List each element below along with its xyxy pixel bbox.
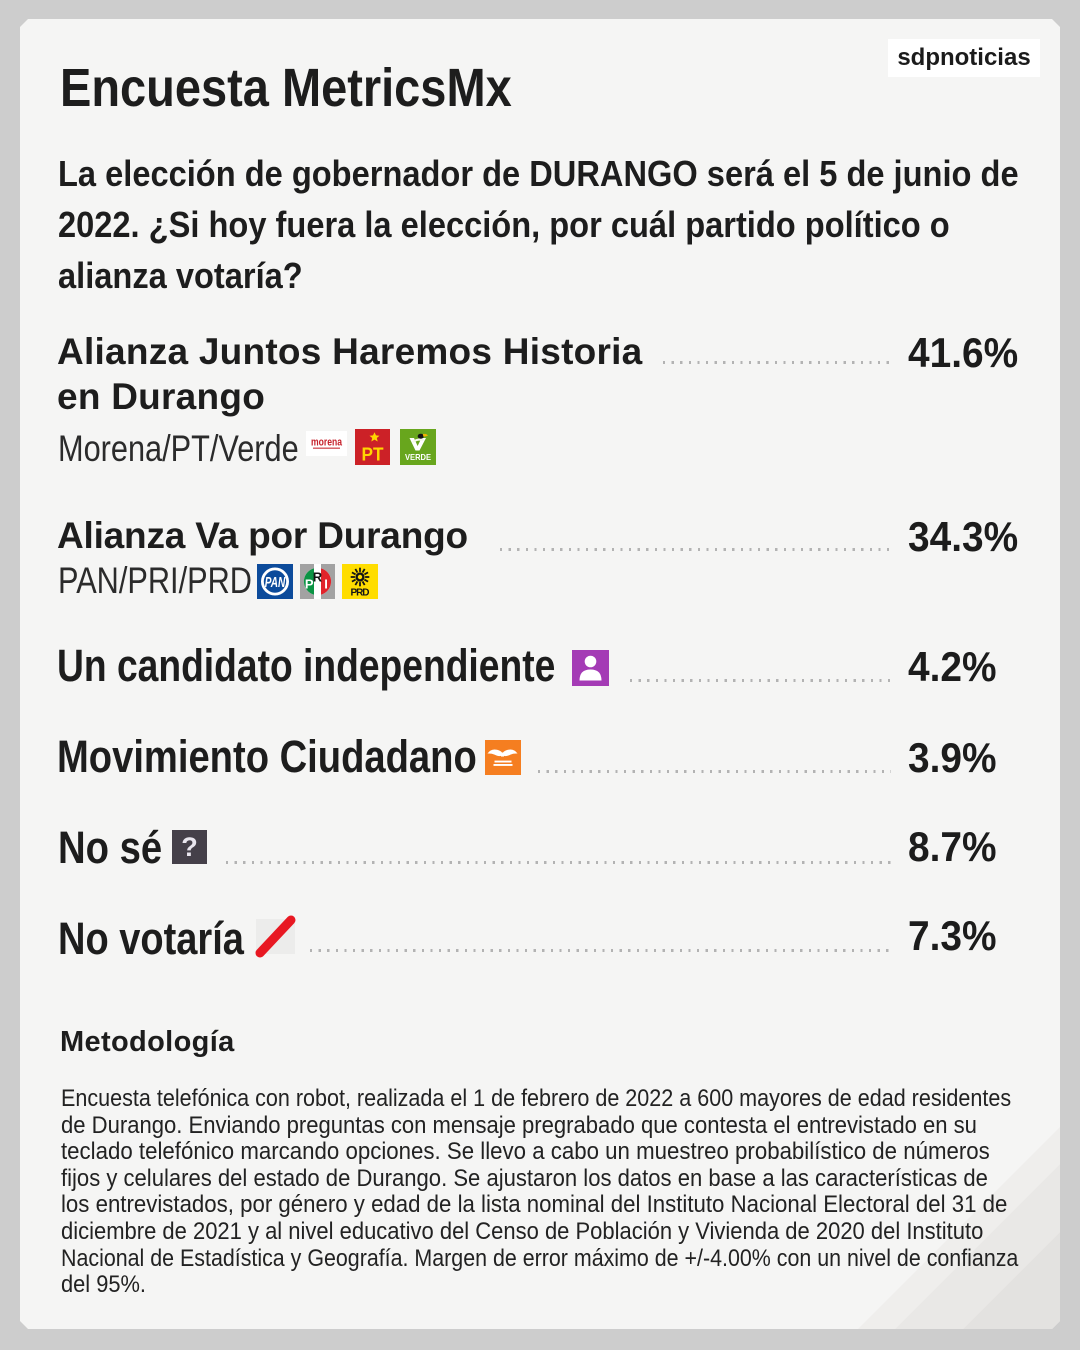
svg-text:I: I	[324, 577, 328, 592]
svg-text:PAN: PAN	[265, 575, 286, 591]
svg-text:R: R	[313, 570, 323, 585]
svg-text:P: P	[305, 577, 314, 592]
svg-text:morena: morena	[311, 437, 343, 449]
svg-text:PRD: PRD	[351, 588, 370, 599]
svg-text:VERDE: VERDE	[405, 452, 431, 462]
svg-text:PT: PT	[362, 445, 384, 465]
